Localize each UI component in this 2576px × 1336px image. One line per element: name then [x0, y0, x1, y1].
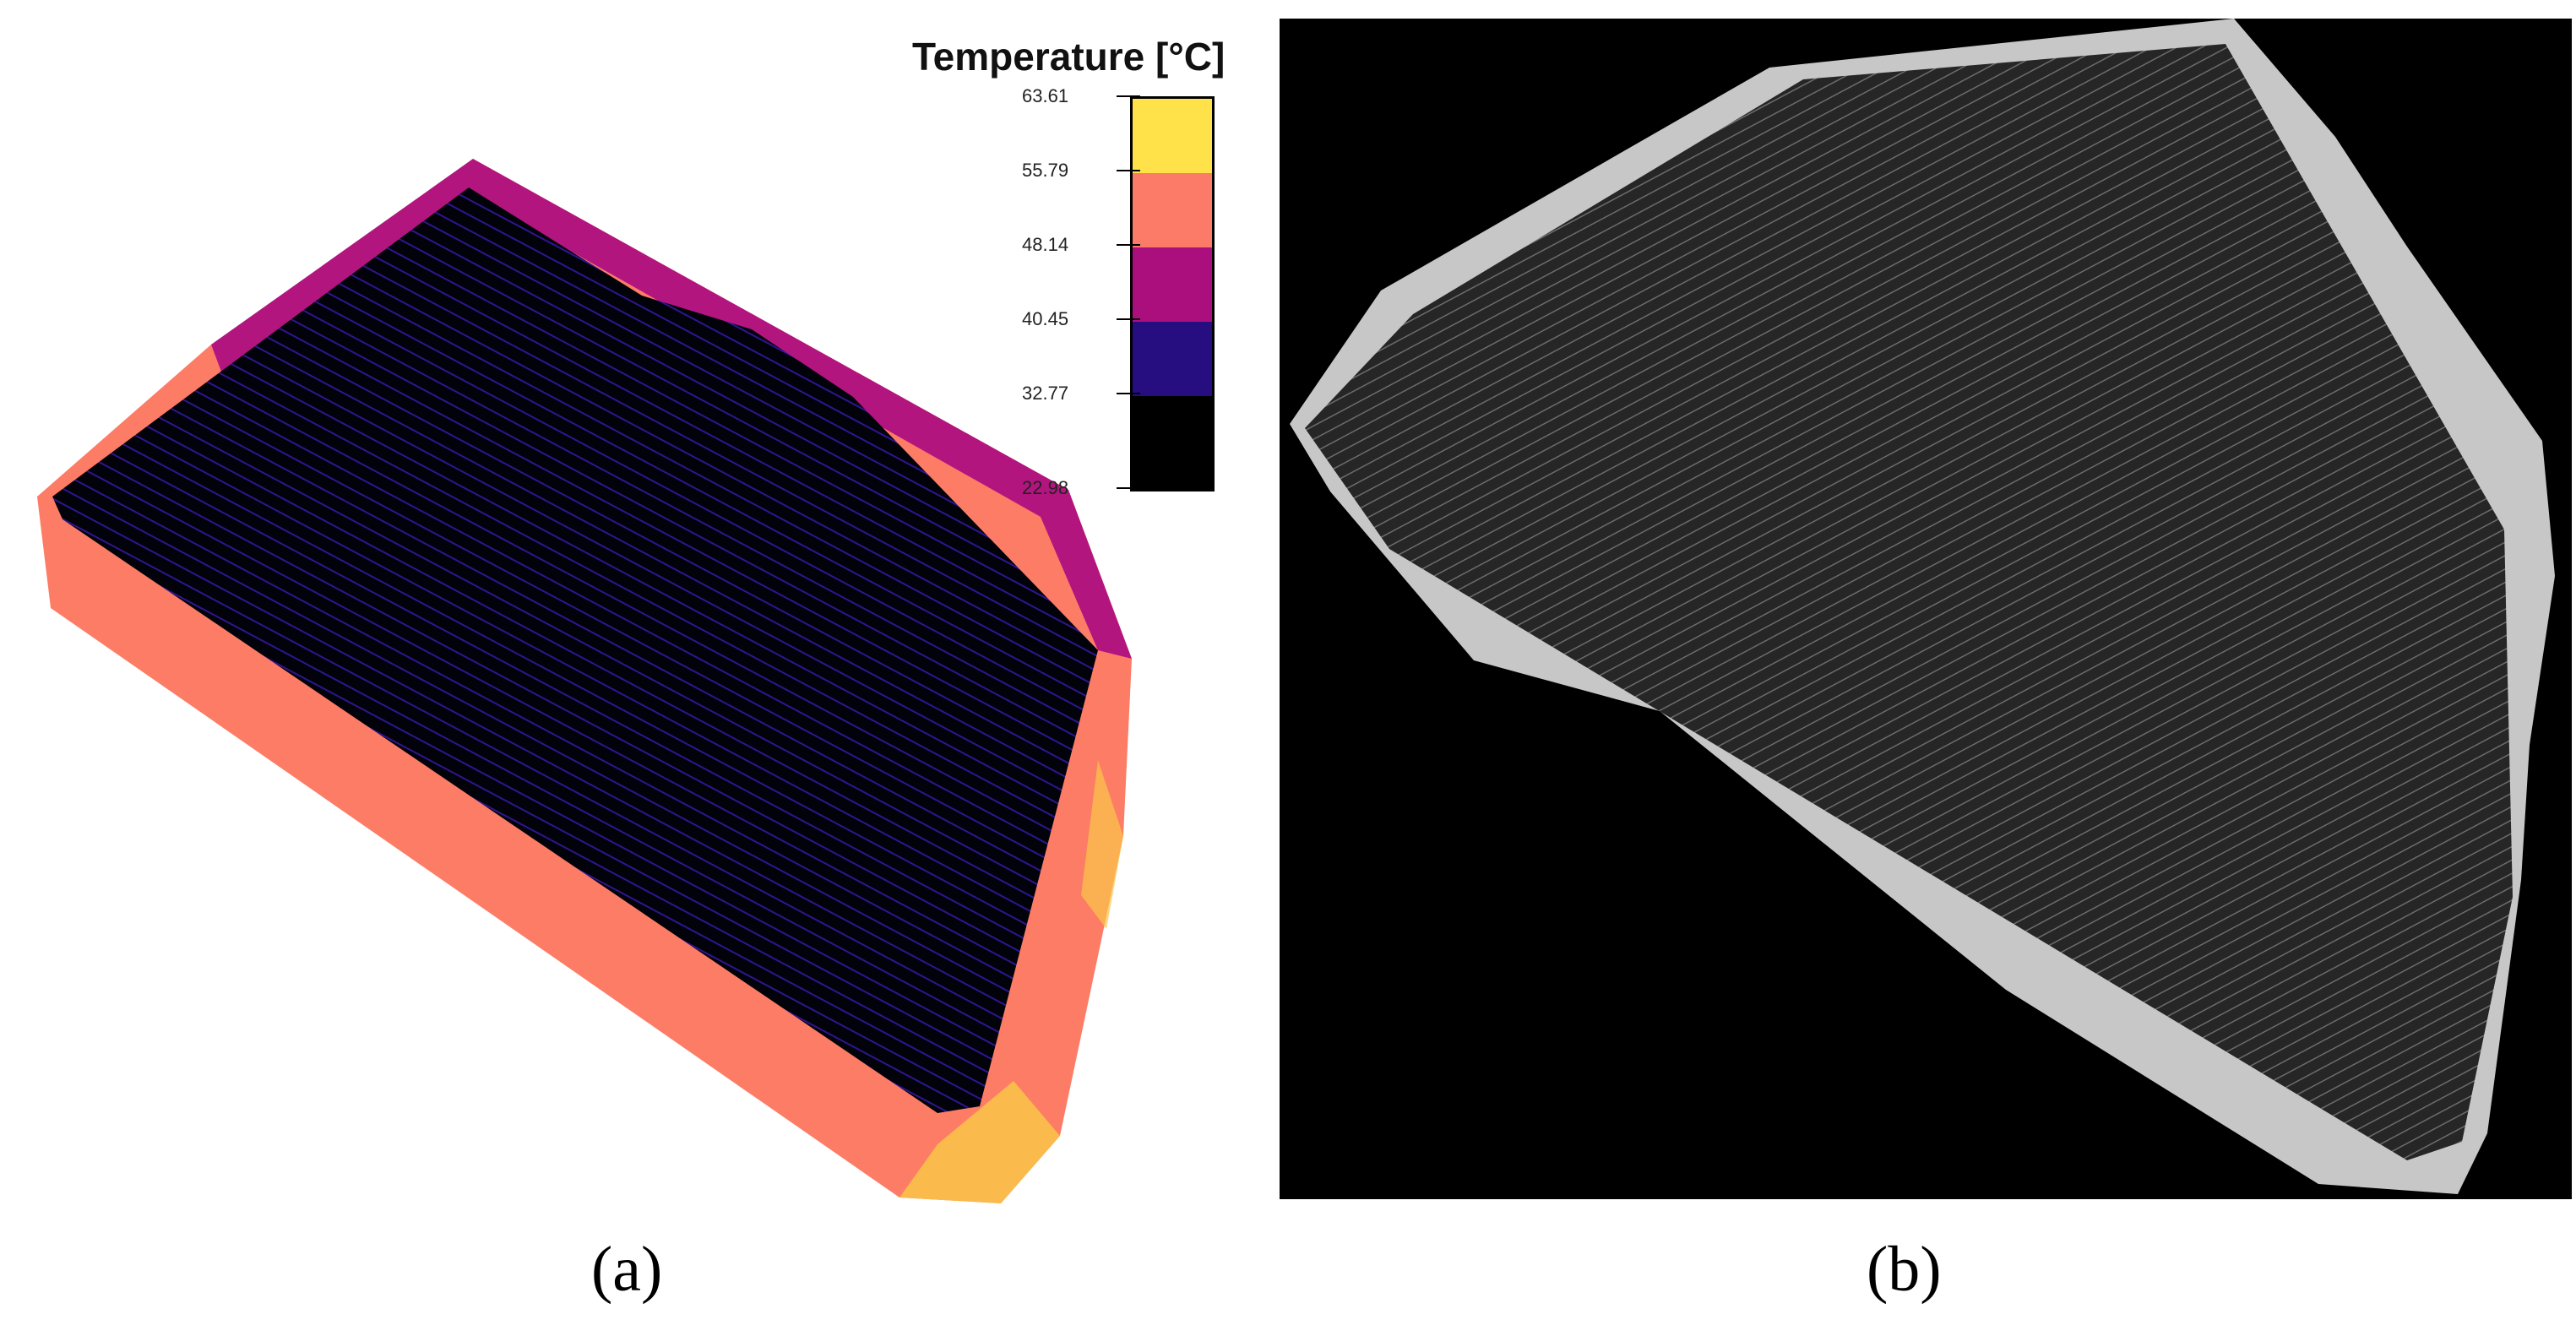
caption-b: (b)	[1867, 1234, 1942, 1305]
legend-swatch-indigo	[1133, 322, 1212, 396]
legend-tick: 32.77	[1022, 383, 1149, 404]
grayscale-panel-field	[1305, 44, 2513, 1160]
thermal-hotspot	[1081, 760, 1123, 929]
legend-tick: 55.79	[1022, 160, 1149, 181]
legend-tick: 48.14	[1022, 235, 1149, 255]
grayscale-map-image	[1280, 19, 2572, 1199]
legend-swatch-salmon	[1133, 173, 1212, 247]
temperature-legend: Temperature [°C] 63.61 55.79 48.14 40.45…	[912, 29, 1284, 510]
legend-title: Temperature [°C]	[912, 35, 1226, 79]
legend-colorbar	[1130, 96, 1215, 491]
thermal-panel-field	[52, 187, 1098, 1113]
legend-tick: 40.45	[1022, 309, 1149, 329]
legend-swatch-black	[1133, 396, 1212, 489]
thermal-map-image	[37, 159, 1132, 1203]
legend-tick: 22.98	[1022, 478, 1149, 498]
legend-swatch-yellow	[1133, 99, 1212, 173]
thermal-hotspot	[899, 1081, 1060, 1203]
legend-swatch-magenta	[1133, 247, 1212, 322]
caption-a: (a)	[591, 1234, 663, 1305]
legend-tick: 63.61	[1022, 86, 1149, 106]
